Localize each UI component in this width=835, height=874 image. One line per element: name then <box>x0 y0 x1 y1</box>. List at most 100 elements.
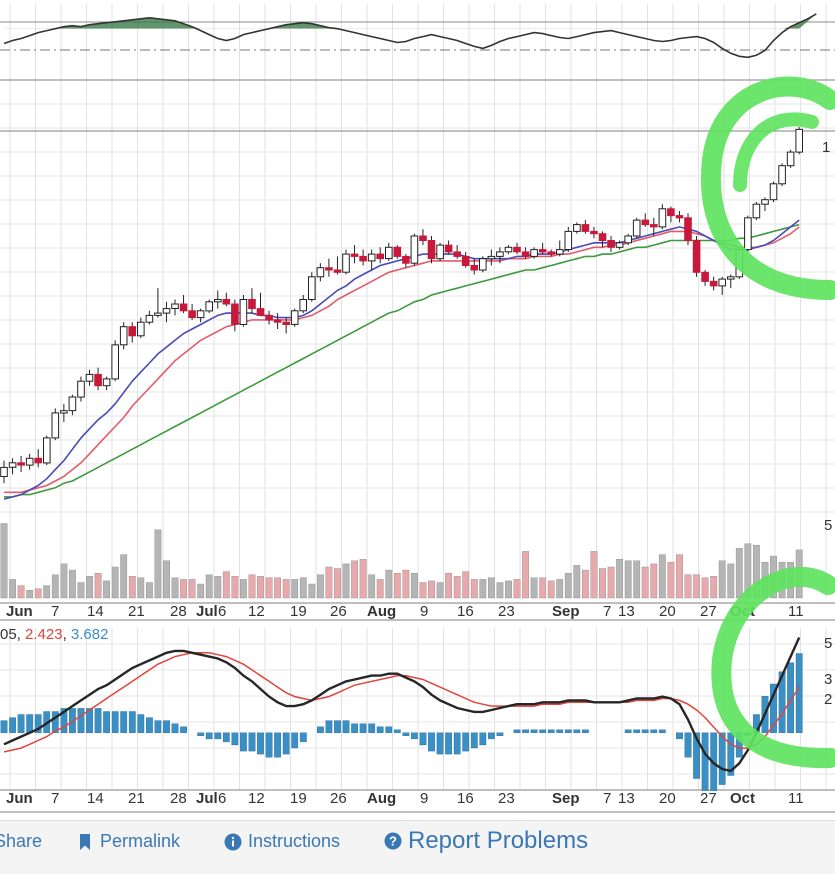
candle <box>615 240 624 250</box>
candlesticks <box>0 127 804 484</box>
candle <box>504 245 513 255</box>
macd-histogram-bar <box>530 729 538 733</box>
candle-body <box>179 303 188 312</box>
candle <box>444 240 453 255</box>
info-icon <box>224 833 242 850</box>
permalink-button[interactable]: Permalink <box>76 831 180 852</box>
candle-body <box>598 233 607 241</box>
candle-body <box>419 235 427 241</box>
volume-bar <box>710 576 718 599</box>
volume-bar <box>120 554 128 599</box>
candle <box>744 215 752 252</box>
volume-bar <box>299 577 307 599</box>
candle <box>0 460 8 484</box>
candle-body <box>556 249 564 255</box>
volume-bar <box>317 574 324 599</box>
volume-bar <box>103 580 111 599</box>
candle-body <box>607 240 615 248</box>
candle <box>325 258 333 277</box>
candle-body <box>547 251 556 255</box>
candle-body <box>393 246 402 257</box>
volume-bar <box>505 580 512 599</box>
candle-body <box>0 466 8 477</box>
candle-body <box>684 217 692 242</box>
share-button[interactable]: Share <box>0 831 42 852</box>
volume-bar <box>188 579 196 599</box>
volume-bar <box>445 573 452 599</box>
macd-histogram-bar <box>34 714 42 733</box>
candle-body <box>188 310 196 319</box>
volume-bar <box>197 583 205 599</box>
volume-bar <box>342 563 350 599</box>
candle <box>538 242 547 255</box>
candle <box>111 340 120 382</box>
macd-histogram-bar <box>795 653 803 734</box>
candle <box>25 453 34 470</box>
candle-body <box>34 457 43 464</box>
candle <box>419 229 427 246</box>
macd-histogram-bar <box>120 711 128 733</box>
macd-histogram-bar <box>351 723 358 734</box>
macd-histogram-bar <box>488 732 495 740</box>
x-tick-label: 26 <box>330 603 347 620</box>
macd-histogram-bar <box>641 729 649 733</box>
macd-histogram-bar <box>676 732 683 740</box>
macd-histogram-bar <box>436 732 444 755</box>
candle-body <box>752 203 761 219</box>
macd-histogram-bar <box>274 732 281 758</box>
volume-bar <box>68 569 76 599</box>
volume-axis-label: 5 <box>824 517 832 534</box>
candle-body <box>256 308 265 316</box>
x-tick-label: 21 <box>128 603 145 620</box>
candle <box>795 127 804 155</box>
candle-body <box>154 312 162 316</box>
candle-body <box>51 412 60 439</box>
volume-bar <box>60 563 68 599</box>
macd-histogram-bar <box>428 732 435 752</box>
candle-body <box>214 299 222 303</box>
candle <box>718 276 727 295</box>
macd-histogram-bar <box>573 729 581 733</box>
macd-legend-value-3: 3.682 <box>70 626 109 643</box>
macd-histogram-bar <box>9 717 16 733</box>
ma-blue-line <box>3 219 800 500</box>
volume-bar <box>411 573 418 599</box>
x-tick-label: 13 <box>618 603 635 620</box>
macd-histogram-bar <box>650 729 658 733</box>
grid <box>0 4 835 813</box>
macd-panel <box>0 637 803 791</box>
x-tick-label: 23 <box>498 603 515 620</box>
volume-bar <box>214 576 222 599</box>
instructions-label: Instructions <box>248 831 341 851</box>
candle-body <box>624 235 633 244</box>
instructions-button[interactable]: Instructions <box>224 831 340 852</box>
volume-bar <box>667 562 675 599</box>
x-tick-label: 27 <box>700 790 717 807</box>
candle <box>624 233 633 246</box>
report-problems-button[interactable]: ? Report Problems <box>384 827 588 855</box>
volume-bar <box>701 577 709 599</box>
volume-bar <box>257 576 264 599</box>
x-tick-label: 26 <box>330 790 347 807</box>
volume-bar <box>385 569 393 599</box>
candle-body <box>299 299 307 312</box>
x-tick-label: 6 <box>218 790 226 807</box>
macd-histogram-bar <box>479 732 487 746</box>
x-tick-label: 19 <box>290 603 307 620</box>
candle-body <box>290 310 299 325</box>
candle-body <box>504 246 513 253</box>
ma-red-line <box>4 226 800 494</box>
candle-body <box>342 253 350 273</box>
candle-body <box>239 299 248 325</box>
macd-histogram-bar <box>231 732 239 746</box>
report-problems-label: Report Problems <box>408 827 589 854</box>
volume-bar <box>496 582 504 599</box>
x-tick-label: Aug <box>367 790 396 807</box>
svg-text:?: ? <box>389 834 397 849</box>
x-tick-label: 11 <box>788 790 804 807</box>
x-tick-label: 20 <box>659 603 676 620</box>
question-icon: ? <box>384 832 402 850</box>
price-axis-label: 1 <box>822 139 830 156</box>
share-label: Share <box>0 831 43 851</box>
x-tick-label: 7 <box>603 603 611 620</box>
